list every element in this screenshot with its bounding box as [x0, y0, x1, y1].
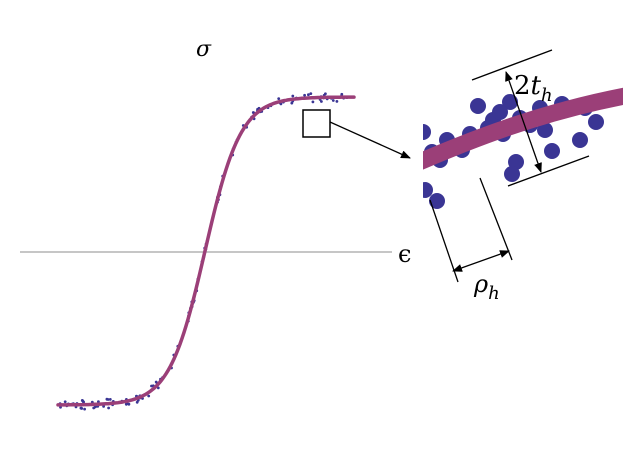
zoom-box [302, 109, 331, 138]
scatter-dot [107, 406, 110, 410]
scatter-dot [79, 406, 83, 410]
inset-dot [588, 114, 604, 130]
inset-dot [423, 124, 431, 140]
thickness-upper-line [471, 49, 553, 81]
sigmoid-curve [56, 95, 356, 407]
inset-dot [492, 104, 508, 120]
scatter-dot [311, 100, 315, 104]
scatter-dot [83, 407, 86, 411]
scatter-dot [320, 100, 323, 103]
radius-right-line [479, 177, 513, 261]
scatter-dot [324, 92, 327, 96]
inset-dot [470, 98, 486, 114]
scatter-dot [331, 99, 335, 102]
stress-label: σ [196, 37, 212, 62]
zoom-arrow [329, 121, 411, 159]
thickness-lower-line [507, 155, 590, 187]
scatter-dot [105, 397, 109, 401]
scatter-dot [63, 400, 67, 404]
inset-dot [544, 143, 560, 159]
scatter-dot [335, 100, 339, 103]
scatter-dot [277, 97, 281, 100]
inset-dot [429, 193, 445, 209]
inset-dot [572, 132, 588, 148]
scatter-dot [307, 93, 310, 97]
scatter-dot [147, 394, 151, 398]
radius-arrow [452, 250, 510, 272]
scatter-dot [82, 400, 85, 404]
scatter-dot [135, 400, 139, 404]
inset-dot [504, 166, 520, 182]
scatter-dot [92, 406, 96, 410]
scatter-dot [303, 93, 306, 97]
thickness-label: 2th [514, 71, 553, 106]
magnified-inset [423, 87, 623, 209]
radius-left-line [429, 199, 459, 283]
scatter-dot [108, 398, 112, 401]
inset-dot [423, 182, 433, 198]
scatter-dot [291, 94, 295, 98]
scatter-dot [309, 92, 313, 95]
thickness-arrow [505, 71, 542, 173]
radius-label: ρh [473, 270, 500, 304]
strain-label: ϵ [398, 240, 411, 268]
